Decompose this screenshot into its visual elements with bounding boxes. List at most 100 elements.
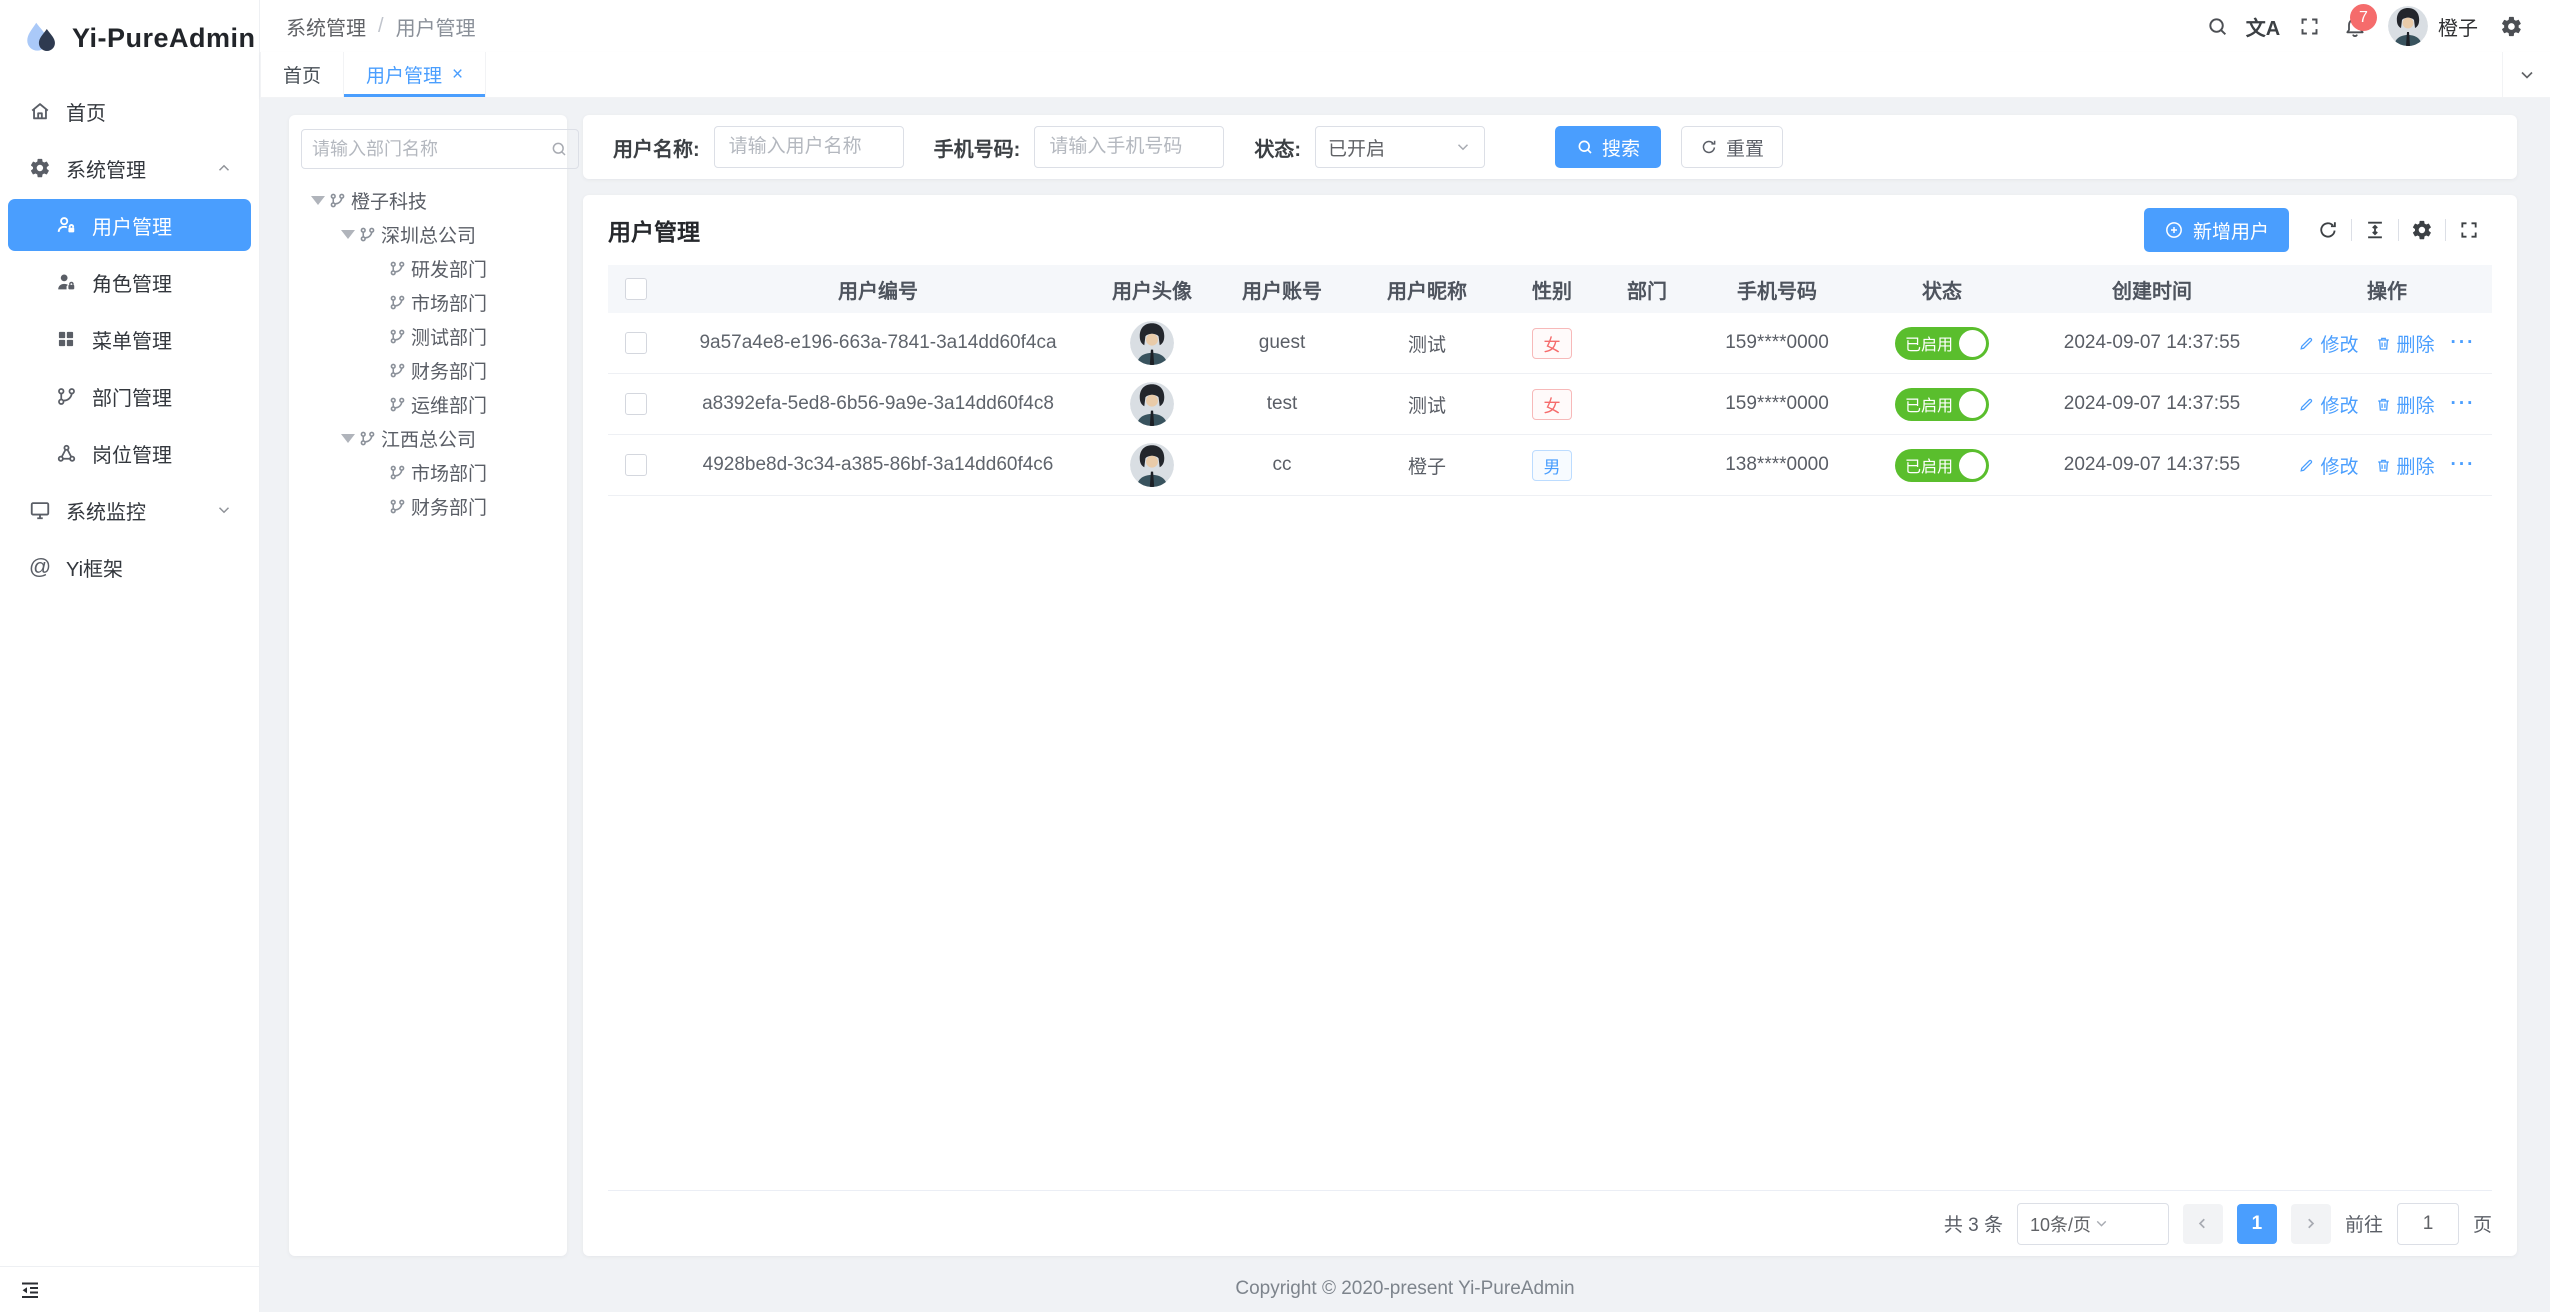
tree-node[interactable]: 江西总公司 — [301, 421, 555, 455]
table-fullscreen-icon[interactable] — [2457, 218, 2481, 242]
app-logo-drop-icon — [22, 19, 60, 57]
delete-button[interactable]: 删除 — [2375, 452, 2435, 479]
search-button[interactable] — [2194, 2, 2240, 50]
delete-button-label: 删除 — [2396, 395, 2435, 417]
tree-node[interactable]: 市场部门 — [301, 285, 555, 319]
caret-down-icon[interactable] — [337, 230, 359, 239]
sidebar-item-system-mgmt[interactable]: 系统管理 — [8, 142, 251, 194]
phone-label: 手机号码: — [933, 138, 1021, 161]
prev-page-button[interactable] — [2182, 1203, 2223, 1244]
sidebar-footer — [0, 1266, 259, 1312]
tab-user-mgmt[interactable]: 用户管理 × — [344, 52, 487, 97]
department-tree: 橙子科技 深圳总公司 研发部门 市场部门 测试部门 财务部门 — [301, 183, 555, 1242]
more-actions-icon[interactable]: ··· — [2450, 332, 2476, 353]
language-switch-button[interactable]: 文A — [2240, 2, 2286, 50]
tree-node[interactable]: 橙子科技 — [301, 183, 555, 217]
pagination-bar: 共 3 条 10条/页 1 — [608, 1190, 2492, 1256]
select-all-checkbox[interactable] — [625, 278, 647, 300]
more-actions-icon[interactable]: ··· — [2450, 393, 2476, 414]
chevron-down-icon — [215, 501, 233, 519]
delete-button[interactable]: 删除 — [2375, 330, 2435, 357]
logo[interactable]: Yi-PureAdmin — [0, 0, 259, 76]
user-menu[interactable]: 橙子 — [2378, 6, 2488, 46]
column-header: 用户账号 — [1242, 280, 1322, 303]
sidebar-item-post-mgmt[interactable]: 岗位管理 — [8, 427, 251, 479]
table-row: a8392efa-5ed8-6b56-9a9e-3a14dd60f4c8 tes… — [608, 374, 2492, 435]
edit-button[interactable]: 修改 — [2298, 391, 2359, 418]
username-input[interactable] — [713, 126, 904, 168]
phone-input[interactable] — [1034, 126, 1225, 168]
sidebar-item-role-mgmt[interactable]: 角色管理 — [8, 256, 251, 308]
sidebar-item-system-monitor[interactable]: 系统监控 — [8, 484, 251, 536]
breadcrumb-item[interactable]: 系统管理 — [286, 17, 366, 40]
sidebar-item-yi-framework[interactable]: @ Yi框架 — [8, 541, 251, 593]
sidebar-item-dept-mgmt[interactable]: 部门管理 — [8, 370, 251, 422]
tree-node-label: 财务部门 — [411, 497, 488, 519]
next-page-button[interactable] — [2290, 1203, 2331, 1244]
add-user-button-label: 新增用户 — [2192, 221, 2269, 243]
sidebar-item-home[interactable]: 首页 — [8, 85, 251, 137]
cell-created-time: 2024-09-07 14:37:55 — [2063, 332, 2241, 353]
chevron-left-icon — [2194, 1215, 2211, 1232]
sidebar: Yi-PureAdmin 首页 系统管理 — [0, 0, 260, 1312]
row-density-icon[interactable] — [2363, 218, 2387, 242]
branch-icon — [54, 384, 78, 408]
tabs-dropdown-button[interactable] — [2502, 52, 2550, 97]
reset-button[interactable]: 重置 — [1681, 126, 1784, 168]
tab-home[interactable]: 首页 — [260, 52, 345, 97]
goto-page-input[interactable] — [2396, 1202, 2459, 1245]
tab-close-icon[interactable]: × — [452, 63, 464, 85]
tree-node[interactable]: 深圳总公司 — [301, 217, 555, 251]
trash-icon — [2377, 398, 2389, 411]
breadcrumb-separator: / — [378, 14, 384, 37]
page-size-value: 10条/页 — [2029, 1214, 2091, 1235]
department-icon — [389, 463, 411, 481]
status-select-value: 已开启 — [1328, 138, 1386, 160]
settings-button[interactable] — [2488, 2, 2534, 50]
row-checkbox[interactable] — [625, 332, 647, 354]
page-size-select[interactable]: 10条/页 — [2016, 1202, 2169, 1245]
edit-button[interactable]: 修改 — [2298, 330, 2359, 357]
notification-button[interactable]: 7 — [2332, 2, 2378, 50]
caret-down-icon[interactable] — [307, 196, 329, 205]
tree-node[interactable]: 测试部门 — [301, 319, 555, 353]
sidebar-item-menu-mgmt[interactable]: 菜单管理 — [8, 313, 251, 365]
at-icon: @ — [28, 554, 52, 579]
cell-account: cc — [1272, 454, 1292, 475]
cell-nickname: 测试 — [1407, 395, 1446, 417]
edit-button[interactable]: 修改 — [2298, 452, 2359, 479]
tree-node[interactable]: 财务部门 — [301, 353, 555, 387]
tree-node[interactable]: 财务部门 — [301, 489, 555, 523]
tree-node[interactable]: 市场部门 — [301, 455, 555, 489]
add-user-button[interactable]: 新增用户 — [2143, 208, 2289, 252]
sidebar-item-label: Yi框架 — [66, 558, 124, 581]
row-checkbox[interactable] — [625, 454, 647, 476]
tree-node[interactable]: 研发部门 — [301, 251, 555, 285]
refresh-icon[interactable] — [2316, 218, 2340, 242]
tree-node-label: 运维部门 — [411, 395, 488, 417]
grid-icon — [54, 327, 78, 351]
column-settings-gear-icon[interactable] — [2410, 218, 2434, 242]
status-toggle[interactable]: 已启用 — [1895, 326, 1989, 360]
copyright-text: Copyright © 2020-present Yi-PureAdmin — [1235, 1278, 1575, 1299]
more-actions-icon[interactable]: ··· — [2450, 454, 2476, 475]
tree-node[interactable]: 运维部门 — [301, 387, 555, 421]
pencil-icon — [2300, 337, 2313, 350]
caret-down-icon[interactable] — [337, 434, 359, 443]
collapse-sidebar-icon[interactable] — [18, 1278, 42, 1302]
status-toggle[interactable]: 已启用 — [1895, 448, 1989, 482]
search-submit-button[interactable]: 搜索 — [1555, 126, 1662, 168]
fullscreen-button[interactable] — [2286, 2, 2332, 50]
status-select[interactable]: 已开启 — [1315, 126, 1486, 168]
status-toggle[interactable]: 已启用 — [1895, 387, 1989, 421]
delete-button[interactable]: 删除 — [2375, 391, 2435, 418]
row-checkbox[interactable] — [625, 393, 647, 415]
sidebar-item-user-mgmt[interactable]: 用户管理 — [8, 199, 251, 251]
column-header: 用户昵称 — [1387, 280, 1467, 303]
user-table-card: 用户管理 新增用户 — [583, 195, 2517, 1256]
pencil-icon — [2300, 398, 2313, 411]
department-icon — [359, 225, 381, 243]
department-search-input[interactable] — [312, 138, 544, 160]
page-footer: Copyright © 2020-present Yi-PureAdmin — [260, 1266, 2550, 1312]
page-number-button[interactable]: 1 — [2236, 1203, 2277, 1244]
